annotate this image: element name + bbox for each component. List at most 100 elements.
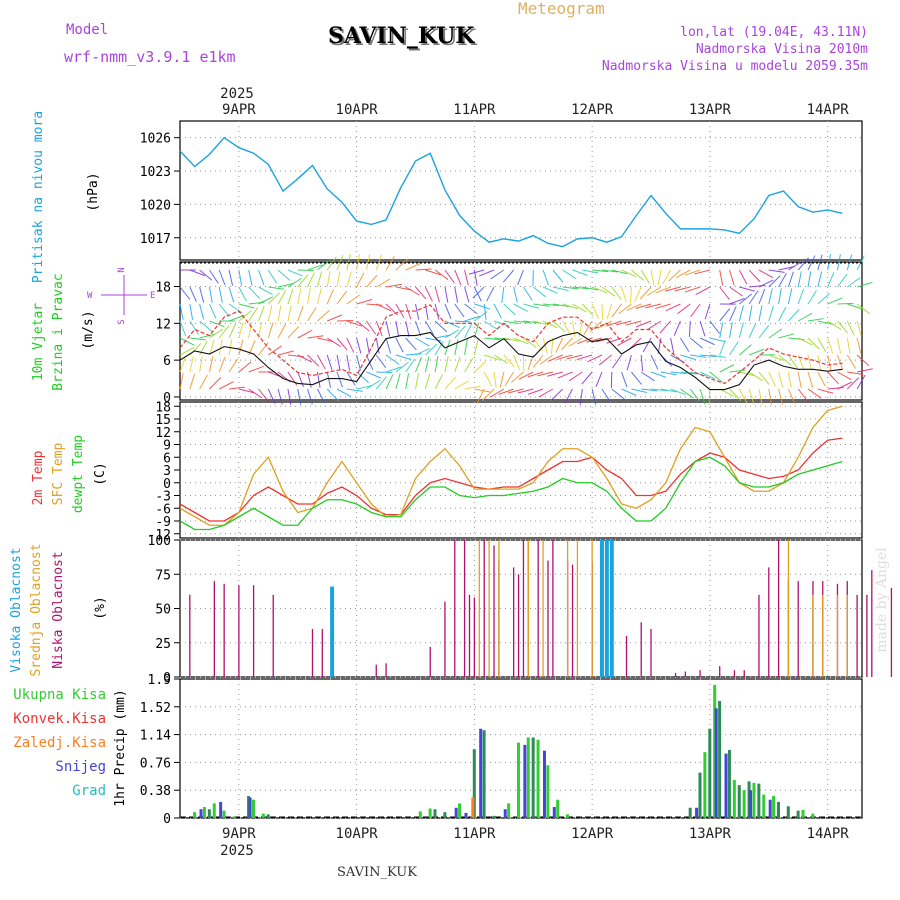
wind-arrow — [527, 388, 544, 395]
wind-arrow — [199, 286, 205, 303]
cloud-bar — [478, 540, 480, 677]
wind-arrow — [748, 305, 753, 322]
wind-arrow — [675, 269, 691, 279]
wind-arrow — [489, 388, 505, 398]
wind-arrow — [297, 305, 304, 322]
wind-arrow — [778, 354, 792, 366]
wind-arrow — [719, 339, 726, 356]
wind-arrow — [670, 371, 687, 375]
wind-arrow — [238, 286, 247, 302]
wind-arrow — [238, 388, 255, 394]
wind-arrow — [287, 277, 302, 288]
wind-arrow — [817, 254, 823, 271]
wind-arrow — [837, 381, 853, 390]
wind-arrow — [366, 371, 382, 379]
cloud-bar — [640, 622, 642, 677]
wind-arrow — [415, 286, 427, 300]
wind-arrow — [490, 269, 505, 280]
wind-arrow — [238, 339, 244, 356]
wind-arrow — [738, 388, 748, 404]
cloud-bar — [375, 664, 377, 677]
wind-arrow — [493, 337, 510, 341]
wind-arrow — [807, 255, 816, 271]
wind-arrow — [625, 320, 642, 326]
wind-arrow — [336, 271, 341, 288]
temp-line-2 — [179, 456, 843, 531]
wind-arrow — [699, 371, 715, 380]
wind-arrow — [327, 314, 343, 322]
wind-arrow — [542, 337, 548, 354]
wind-arrow — [598, 354, 613, 366]
wind-arrow — [664, 286, 681, 292]
precip-legend-item: Ukupna Kisa — [13, 687, 106, 703]
tick-label: 0 — [163, 477, 171, 492]
wind-arrow — [238, 322, 244, 339]
wind-arrow — [179, 373, 184, 390]
precip-bar — [232, 816, 236, 818]
wind-arrow — [688, 320, 691, 338]
wind-arrow — [640, 371, 655, 382]
wind-arrow — [405, 320, 410, 337]
wind-arrow — [640, 269, 650, 284]
wind-arrow — [317, 310, 330, 322]
temp-label-1: 2m Temp — [31, 450, 46, 505]
wind-arrow — [346, 294, 361, 305]
wind-arrow — [307, 388, 313, 405]
wind-arrow — [405, 263, 421, 271]
wind-arrow — [626, 303, 642, 312]
wind-arrow — [787, 388, 796, 404]
wind-arrow — [179, 356, 186, 373]
wind-arrow — [346, 354, 351, 371]
wind-arrow — [552, 286, 569, 291]
wind-arrow — [738, 322, 744, 339]
wind-arrow — [611, 388, 625, 400]
cloud-bar — [473, 597, 476, 677]
cloud-bar — [856, 594, 858, 677]
cloud-bar — [468, 594, 471, 677]
wind-arrow — [503, 354, 515, 368]
wind-arrow — [846, 337, 851, 354]
wind-arrow — [472, 286, 485, 299]
cloud-bar — [674, 672, 677, 677]
wind-arrow — [179, 320, 187, 337]
wind-arrow — [547, 371, 563, 377]
wind-arrow — [817, 371, 826, 387]
wind-arrow — [566, 354, 583, 360]
wind-arrow — [640, 354, 644, 371]
wind-arrow — [518, 371, 534, 380]
wind-arrow — [847, 303, 863, 310]
wind-arrow — [657, 269, 662, 286]
wind-arrow — [581, 303, 594, 317]
wind-arrow — [631, 371, 642, 385]
wind-arrow — [739, 293, 753, 305]
wind-arrow — [483, 303, 487, 320]
wind-arrow — [444, 269, 455, 284]
wind-arrow — [550, 337, 554, 354]
wind-arrow — [258, 388, 269, 402]
wind-arrow — [356, 254, 360, 271]
wind-arrow — [444, 376, 456, 390]
wind-arrow — [473, 322, 480, 339]
wind-arrow-field — [179, 254, 873, 406]
wind-arrow — [425, 337, 442, 342]
wind-arrow — [739, 286, 755, 292]
wind-arrow — [208, 339, 215, 356]
cloud-bar — [527, 540, 530, 677]
precip-bar — [202, 807, 206, 818]
wind-arrow — [513, 286, 518, 303]
wind-arrow — [258, 269, 265, 286]
wind-arrow — [788, 261, 803, 271]
wind-arrow — [837, 302, 854, 305]
wind-arrow — [748, 371, 763, 382]
cloud-bar — [542, 540, 544, 677]
cloud-bar — [272, 594, 274, 677]
wind-arrow — [817, 354, 822, 371]
wind-arrow — [807, 371, 814, 388]
wind-arrow — [297, 288, 302, 305]
wind-arrow — [336, 254, 344, 271]
wind-arrow — [395, 320, 400, 337]
top-day-label: 9APR — [222, 102, 256, 118]
wind-arrow — [748, 348, 765, 356]
wind-arrow — [601, 269, 618, 273]
wind-arrow — [454, 269, 462, 285]
